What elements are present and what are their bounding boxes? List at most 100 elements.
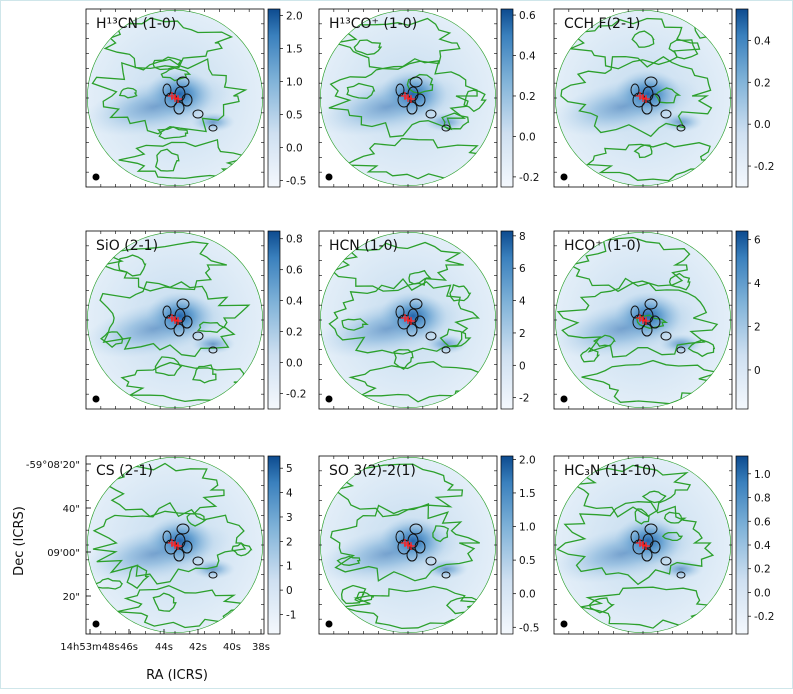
contour-island [463,89,487,113]
beam-ellipse [92,620,100,628]
colorbar-tick-label: 1.0 [286,77,303,89]
colorbar-tick-label: 1 [286,561,293,573]
contour-island [152,56,183,71]
panel-title: CCH F(2-1) [564,16,640,32]
core-ellipse [660,109,672,119]
ra-tick-label: 42s [189,642,207,653]
contour-island [441,112,470,130]
colorbar-tick-label: -1 [286,609,296,621]
ra-tick-label: 40s [223,642,241,653]
colorbar-tick-label: 0.4 [519,51,536,63]
panel-3: CCH F(2-1) -0.2 0.0 0.2 0.4 [553,8,775,188]
core-ellipse [176,76,190,88]
colorbar-tick-label: 0.6 [754,516,771,528]
colorbar-tick-label: -0.2 [286,389,307,401]
ra-tick-label: 14h53m48s [60,642,119,653]
contour-north [334,17,461,70]
contour-island [186,512,208,527]
panel-title: CS (2-1) [96,463,153,479]
contour-island [631,30,655,48]
core-ellipse [192,109,204,119]
panel-9: HC₃N (11-10) -0.2 0.0 0.2 0.4 0.6 0.8 1.0 [553,455,775,635]
contour-island [341,318,369,331]
contour-north [331,241,464,292]
colorbar-tick-label: 4 [286,488,293,500]
colorbar-tick-label: 0.0 [519,589,536,601]
ra-tick-label: 46s [120,642,138,653]
colorbar-tick-label: 0.8 [286,234,303,246]
contour-main [556,277,719,358]
contour-island [634,508,650,525]
colorbar-tick-label: -2 [519,393,529,405]
core-ellipses [630,298,686,354]
contour-south [581,359,721,405]
contour-island [393,349,414,370]
contour-island [408,269,432,286]
source-markers [168,314,182,325]
core-ellipse [409,76,423,88]
core-ellipses [162,523,218,579]
contour-island [588,597,615,614]
contour-main [556,501,715,586]
core-ellipse [409,298,423,310]
colorbar-tick-label: 0.0 [754,587,771,599]
core-ellipse [176,298,190,310]
contour-main [91,58,248,135]
source-markers [636,92,650,103]
contour-island [118,87,138,99]
contour-island [353,39,383,56]
colorbar-tick-label: 3 [286,512,293,524]
core-ellipse [630,83,640,97]
panel-title: H¹³CO⁺ (1-0) [329,16,417,32]
colorbar-tick-label: 2 [519,328,526,340]
colorbar-tick-label: 0.0 [519,131,536,143]
core-ellipse [181,93,193,107]
colorbar [500,8,514,188]
colorbar-tick-label: 0 [286,585,293,597]
contour-main [560,55,713,138]
colorbar-tick-label: 1.5 [286,44,303,56]
contour-north [103,17,234,70]
x-axis-label: RA (ICRS) [146,668,208,683]
contour-island [439,328,472,348]
beam-ellipse [325,173,333,181]
contour-island [406,73,434,94]
core-ellipse [173,548,185,562]
contour-north [99,241,227,292]
contour-island [154,356,183,376]
contour-south [116,585,262,629]
colorbar-tick-label: 1.0 [754,469,771,481]
core-ellipses [630,523,686,579]
core-ellipse [441,124,451,132]
contour-south [585,142,728,182]
contour-island [668,39,699,60]
emission-core [614,517,682,565]
core-ellipse [173,323,185,337]
core-ellipse [192,556,204,566]
panel-7: CS (2-1) -1 0 1 2 3 4 5 [85,455,296,635]
contour-set [92,462,262,629]
contour-island [157,126,189,140]
colorbar-tick-label: 0.2 [754,564,771,576]
emission-core [379,517,447,565]
contour-island [633,144,653,159]
colorbar-tick-label: 0.6 [519,10,536,22]
contour-island [192,364,217,384]
contour-island [160,67,192,82]
contour-main [99,281,251,358]
source-markers [636,314,650,325]
colorbar-tick-label: 0.2 [519,91,536,103]
contour-island [94,577,124,590]
panel-title: H¹³CN (1-0) [96,16,176,32]
core-ellipse [630,530,640,544]
source-markers [168,539,182,550]
colorbar [735,8,749,188]
y-axis-label: Dec (ICRS) [12,506,27,576]
colorbar-tick-label: 5 [286,463,293,475]
colorbar [500,455,514,635]
core-ellipses [395,298,451,354]
emission-core [379,292,447,340]
core-ellipse [181,315,193,329]
contour-island [154,148,180,172]
panel-4: SiO (2-1) -0.2 0.0 0.2 0.4 0.6 0.8 [85,230,307,410]
